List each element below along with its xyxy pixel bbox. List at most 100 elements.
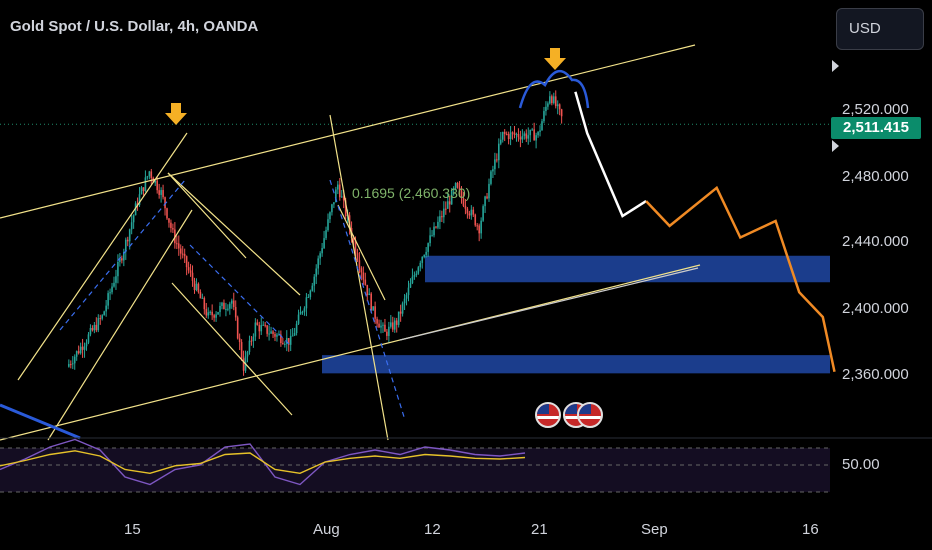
candle-body (158, 190, 160, 195)
y-tick-label: 2,480.000 (842, 168, 909, 185)
candle-body (460, 190, 463, 199)
candle-body (478, 225, 480, 234)
candle-body (282, 343, 284, 345)
dashed-trendline (329, 179, 406, 421)
candle-body (97, 318, 100, 331)
candle-body (533, 129, 535, 141)
candle-body (344, 200, 347, 217)
candle-body (537, 131, 539, 136)
candle-body (142, 187, 145, 192)
x-tick-label: Aug (313, 521, 340, 538)
us-flag-event-icon[interactable] (577, 402, 603, 428)
pattern-arcs (518, 70, 590, 109)
candle-body (415, 273, 418, 276)
trendline (167, 172, 247, 259)
candle-body (138, 194, 141, 206)
candle-body (541, 121, 543, 131)
candle-body (390, 322, 392, 327)
us-flag-event-icon[interactable] (535, 402, 561, 428)
candle-body (450, 190, 453, 205)
candle-body (293, 333, 296, 336)
candle-body (527, 135, 530, 139)
candle-body (223, 302, 225, 310)
candle-body (323, 238, 325, 249)
candle-body (333, 202, 335, 205)
candle-body (262, 324, 265, 326)
candle-body (501, 131, 504, 140)
candle-body (185, 256, 188, 268)
candle-body (311, 285, 314, 291)
candle-body (498, 143, 500, 161)
candle-body (470, 209, 473, 216)
candle-body (132, 215, 135, 223)
candle-body (126, 239, 129, 242)
candle-body (452, 188, 455, 191)
candle-body (399, 311, 402, 314)
candle-body (287, 338, 290, 345)
candle-body (236, 317, 239, 339)
candle-body (431, 235, 433, 237)
trendline (0, 44, 696, 219)
y-tick-label: 2,360.000 (842, 366, 909, 383)
scale-marker-icon (832, 60, 839, 72)
candle-body (492, 169, 494, 172)
fib-label: 0.1695 (2,460.330) (352, 185, 471, 201)
candle-body (535, 135, 537, 141)
y-tick-label: 2,400.000 (842, 300, 909, 317)
dashed-trendline (189, 244, 291, 346)
candle-body (121, 258, 123, 261)
candle-body (103, 311, 105, 316)
candle-body (338, 184, 341, 198)
candle-body (551, 96, 553, 104)
candle-body (170, 222, 172, 229)
candle-body (458, 187, 461, 191)
candle-body (474, 214, 477, 226)
candle-body (321, 248, 323, 254)
candle-body (299, 312, 302, 315)
candle-body (71, 363, 74, 365)
candle-body (366, 284, 369, 296)
projection-path-orange (645, 185, 836, 372)
candle-body (395, 320, 398, 325)
candle-body (488, 183, 490, 199)
candle-body (303, 308, 306, 312)
candle-body (513, 132, 516, 135)
candle-body (205, 309, 208, 316)
blue-curve (0, 403, 81, 440)
candle-body (552, 96, 555, 104)
candle-body (441, 216, 443, 218)
candle-body (319, 253, 321, 259)
candle-body (505, 133, 508, 135)
candle-body (268, 333, 270, 335)
candle-body (291, 335, 294, 337)
candle-body (490, 171, 492, 184)
candle-body (305, 297, 308, 309)
candle-body (95, 324, 98, 331)
candle-body (337, 184, 339, 190)
candle-body (99, 318, 102, 320)
candle-body (91, 327, 94, 331)
currency-button[interactable]: USD (836, 8, 924, 50)
candle-body (254, 322, 257, 337)
candle-body (484, 196, 486, 207)
candle-body (313, 276, 316, 286)
candle-body (284, 343, 286, 345)
candle-body (352, 237, 355, 241)
candle-body (123, 252, 125, 261)
candle-body (107, 293, 109, 306)
candle-body (124, 239, 127, 253)
candle-body (358, 260, 361, 269)
candle-body (443, 208, 445, 218)
candle-body (119, 258, 121, 262)
candle-body (156, 180, 158, 191)
candle-body (177, 243, 180, 249)
candle-body (229, 303, 231, 309)
candle-body (425, 251, 427, 255)
rsi-signal-line (0, 450, 526, 475)
candle-body (419, 262, 422, 268)
trendline (329, 114, 389, 441)
candle-body (462, 198, 465, 206)
candle-body (480, 220, 482, 234)
candle-body (456, 182, 459, 188)
